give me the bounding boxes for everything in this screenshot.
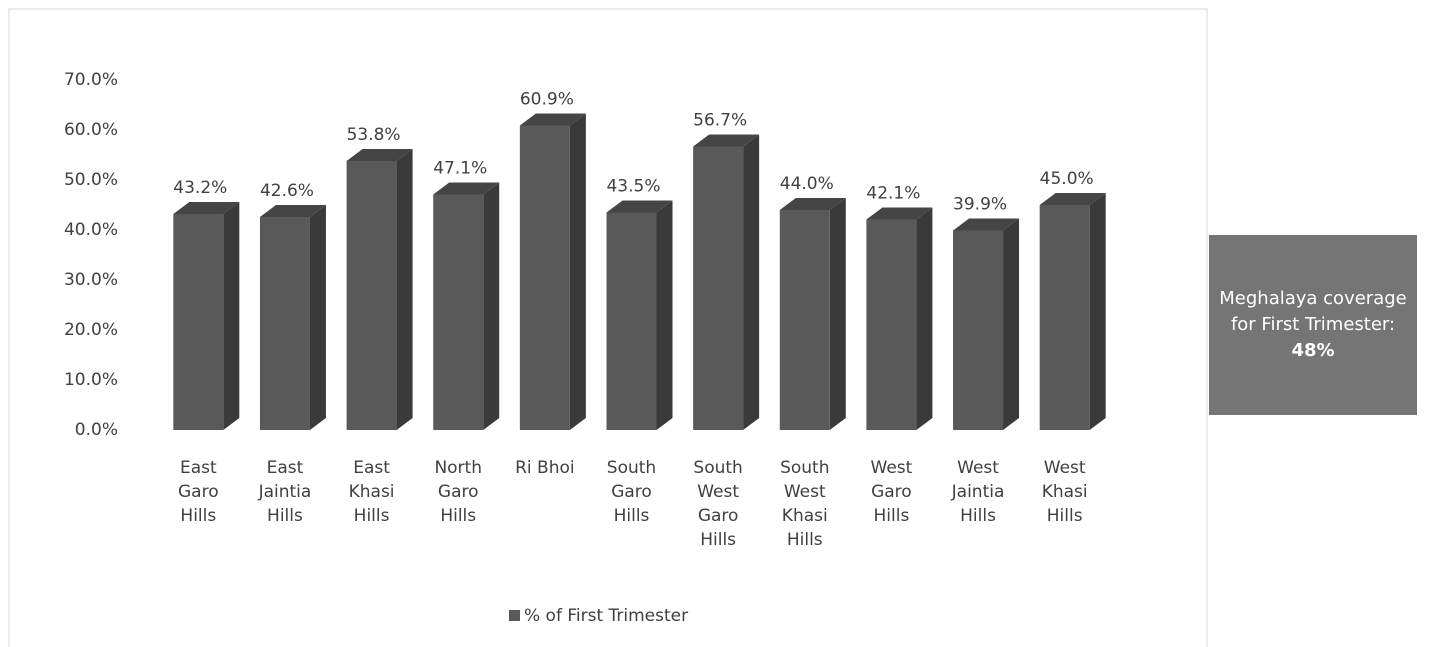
value-label: 39.9%: [953, 195, 1007, 215]
value-label: 43.5%: [606, 177, 660, 197]
chart-border: [8, 8, 1208, 647]
bar: [259, 217, 310, 430]
bar-top: [433, 182, 500, 195]
value-label: 47.1%: [433, 159, 487, 179]
bar-top: [519, 113, 586, 126]
y-tick-label: 20.0%: [64, 320, 118, 340]
bar: [433, 194, 484, 430]
bar-side: [743, 134, 760, 430]
bar: [173, 214, 224, 430]
bar-side: [656, 200, 673, 430]
bar-top: [1039, 193, 1106, 205]
bar-side: [1003, 218, 1020, 430]
bar-side: [916, 207, 933, 430]
bar-top: [953, 218, 1020, 231]
value-label: 44.0%: [780, 174, 834, 194]
annotation-value: 48%: [1291, 340, 1335, 361]
value-label: 60.9%: [520, 90, 574, 110]
legend-swatch: [509, 610, 520, 621]
y-tick-label: 0.0%: [75, 420, 118, 440]
legend-label: % of First Trimester: [524, 606, 688, 626]
x-tick-label: West Garo Hills: [870, 458, 913, 526]
bar-side: [483, 182, 500, 430]
x-tick-label: West Khasi Hills: [1041, 458, 1088, 526]
value-label: 42.1%: [866, 184, 920, 204]
value-label: 45.0%: [1040, 169, 1094, 189]
x-tick-label: East Garo Hills: [178, 458, 219, 526]
bar-side: [223, 202, 240, 430]
y-tick-label: 40.0%: [64, 220, 118, 240]
x-tick-label: West Jaintia Hills: [951, 458, 1005, 526]
bar-side: [309, 205, 326, 430]
bar-top: [866, 207, 933, 220]
x-tick-label: East Khasi Hills: [348, 458, 395, 526]
x-tick-label: South West Khasi Hills: [780, 458, 830, 550]
y-tick-label: 50.0%: [64, 170, 118, 190]
bar: [953, 230, 1004, 430]
bar-top: [346, 149, 413, 161]
value-label: 43.2%: [173, 178, 227, 198]
bar-top: [606, 200, 673, 213]
y-tick-label: 10.0%: [64, 370, 118, 390]
bar-side: [829, 198, 846, 430]
x-tick-label: North Garo Hills: [434, 458, 482, 526]
x-tick-label: South West Garo Hills: [693, 458, 743, 550]
value-label: 42.6%: [260, 181, 314, 201]
y-tick-label: 30.0%: [64, 270, 118, 290]
bar: [779, 210, 830, 430]
bar-side: [569, 113, 586, 430]
bar-side: [1089, 193, 1106, 430]
bar-side: [396, 149, 413, 430]
x-tick-label: South Garo Hills: [606, 458, 657, 526]
bar-top: [173, 202, 240, 214]
bar: [606, 212, 657, 430]
y-tick-label: 70.0%: [64, 70, 118, 90]
bar-top: [693, 134, 760, 147]
value-label: 53.8%: [347, 125, 401, 145]
annotation-box: Meghalaya coverage for First Trimester: …: [1209, 235, 1417, 415]
bar-top: [259, 205, 326, 217]
value-label: 56.7%: [693, 111, 747, 131]
bar: [346, 161, 397, 430]
x-tick-label: Ri Bhoi: [515, 458, 575, 478]
bar: [866, 219, 917, 430]
annotation-text: Meghalaya coverage for First Trimester:: [1219, 288, 1407, 335]
bar: [519, 125, 570, 430]
y-tick-label: 60.0%: [64, 120, 118, 140]
x-tick-label: East Jaintia Hills: [258, 458, 312, 526]
bar-top: [779, 198, 846, 210]
bar: [1039, 205, 1090, 430]
bar: [693, 146, 744, 430]
